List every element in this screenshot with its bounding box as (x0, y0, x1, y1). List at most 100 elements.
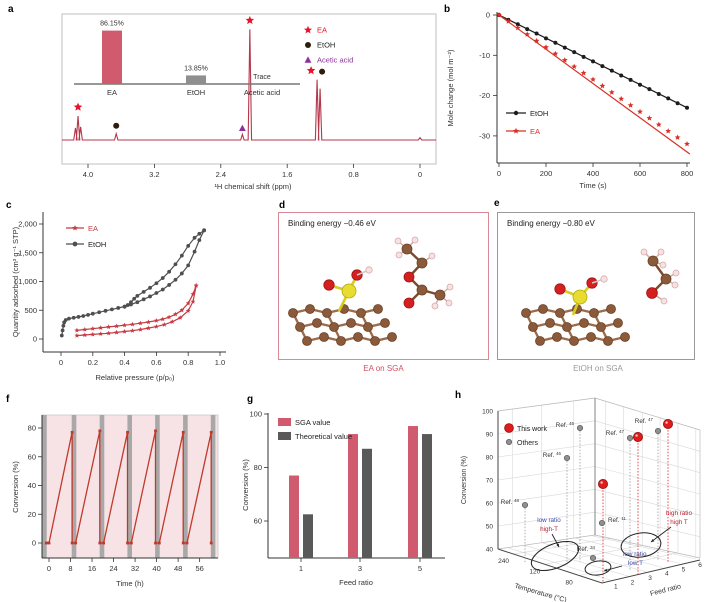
ref-label: Ref. 11 (608, 516, 626, 524)
cycle-point (44, 541, 48, 545)
floor-gridline (513, 538, 611, 555)
legend-label: EA (88, 224, 98, 233)
wall-gridline (497, 443, 701, 473)
inset-bar-EA (102, 30, 122, 85)
y-tick-label: 60 (254, 517, 262, 526)
etoh-point (141, 289, 146, 294)
etoh-point (148, 294, 152, 299)
ea-point (190, 291, 196, 297)
cycle-point (98, 429, 102, 433)
y-tick-label: 80 (28, 424, 36, 433)
carbon-atom (579, 318, 589, 328)
ea-data-point (543, 44, 549, 50)
etoh-data-point (609, 68, 614, 73)
floor-gridline (544, 545, 643, 565)
hydrogen-atom (428, 252, 436, 260)
ea-data-point (674, 134, 681, 140)
legend-star-icon (304, 25, 312, 34)
ea-binding-box: Binding energy −0.46 eV (278, 212, 489, 360)
etoh-data-point (685, 105, 689, 110)
carbon-atom (521, 308, 531, 318)
carbon-atom (319, 332, 329, 342)
etoh-point (192, 235, 197, 240)
carbon-atom (416, 284, 428, 296)
inset-bar-EtOH (186, 75, 206, 84)
y-tick-label: -20 (479, 91, 490, 100)
carbon-atom (356, 308, 366, 318)
nmr-trace (62, 29, 436, 141)
ea-data-point (655, 121, 662, 127)
etoh-point (116, 306, 121, 310)
panel-a-label: a (8, 4, 14, 15)
annotation-text: high-T (540, 526, 558, 533)
carbon-atom (322, 308, 332, 318)
y-tick-label: 0 (486, 11, 490, 20)
hydrogen-atom (446, 283, 454, 291)
ea-point (190, 299, 196, 304)
ea-point (114, 323, 120, 329)
etoh-point (86, 312, 90, 317)
ea-data-point (684, 141, 690, 147)
carbon-atom (373, 304, 383, 314)
carbon-atom (596, 322, 606, 332)
arrow-head (556, 543, 559, 547)
etoh-point (154, 281, 159, 286)
ea-point (130, 328, 135, 333)
y-axis-label: Conversion (%) (241, 459, 250, 511)
ea-point (177, 315, 183, 320)
etoh-data-point (666, 96, 671, 101)
ea-data-point (514, 24, 521, 31)
etoh-point (90, 311, 95, 316)
carbon-atom (363, 322, 373, 332)
z-tick-label: 90 (486, 432, 494, 439)
z-tick-label: 70 (486, 478, 494, 485)
etoh-point (173, 277, 178, 282)
legend-label: Acetic acid (317, 56, 353, 65)
etoh-data-point (675, 101, 680, 106)
etoh-point (197, 231, 202, 236)
ea-point (98, 325, 104, 330)
y-tick-label: 60 (28, 452, 36, 461)
legend-swatch-theoretical (278, 432, 291, 440)
x-tick-label: 48 (174, 564, 182, 573)
z-tick-label: 60 (486, 501, 494, 508)
floor-gridline (574, 537, 680, 564)
acetic-acid-triangle-marker (238, 124, 246, 131)
carbon-atom (295, 322, 305, 332)
etoh-point (76, 314, 81, 319)
annotation-text: high T (670, 519, 688, 526)
comparison-3d-scatter: 40 50 60 70 80 90 100 240 120 80 1 2 3 4 5 6 Conversion … (461, 397, 702, 602)
etoh-point (179, 271, 184, 276)
carbon-atom (312, 318, 322, 328)
x-tick-label: 32 (131, 564, 139, 573)
z-tick-label: 40 (486, 547, 494, 554)
ea-molecule-illustration (288, 236, 454, 346)
carbon-atom (535, 336, 545, 346)
y-tick-label: 1,000 (18, 277, 37, 286)
etoh-data-point (515, 22, 520, 27)
ea-point (122, 328, 128, 334)
etoh-point (192, 249, 197, 254)
ea-point (106, 330, 112, 336)
legend-label: EtOH (530, 109, 548, 118)
carbon-atom (586, 332, 596, 342)
floor-gridline (524, 544, 629, 577)
cycle-point (181, 430, 185, 434)
adsorption-isotherm-chart: 0 500 1,000 1,500 2,000 0 0.2 0.4 0.6 0.8 1.0 Relat… (11, 212, 226, 382)
inset-value-label: 13.85% (184, 65, 208, 72)
legend-circle-icon (72, 241, 78, 247)
regeneration-band (99, 415, 105, 558)
etoh-point (132, 296, 137, 301)
carbon-atom (660, 273, 672, 285)
regeneration-band (155, 415, 160, 558)
legend-label: Others (517, 440, 539, 447)
x-tick-label: 600 (634, 169, 647, 178)
arrow-head (604, 568, 608, 572)
carbon-atom (589, 308, 599, 318)
y-tick-label: 1,500 (18, 248, 37, 257)
y-axis-label: Mole change (mol m⁻²) (446, 49, 455, 126)
cycle-point (74, 541, 78, 545)
carbon-atom (620, 332, 630, 342)
others-point (626, 434, 634, 442)
feed-tick-label: 5 (682, 566, 686, 573)
